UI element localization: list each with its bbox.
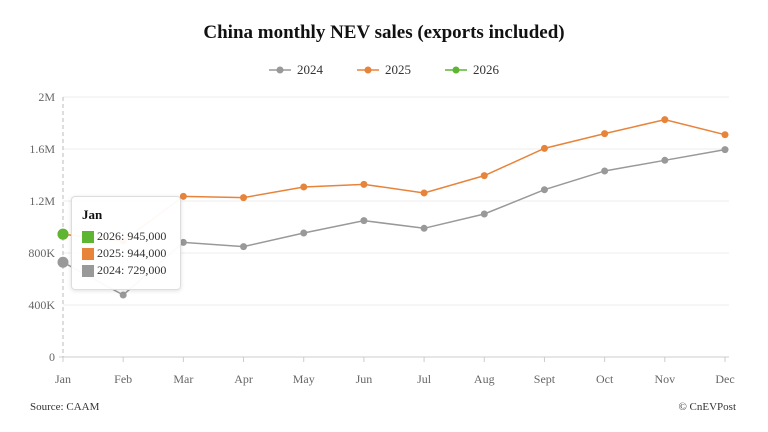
data-point-2025 — [360, 180, 368, 188]
legend-item-2025[interactable]: 2025 — [357, 62, 411, 78]
data-point-2024 — [480, 210, 488, 218]
data-point-2024 — [540, 186, 548, 194]
data-point-2024 — [57, 256, 69, 268]
data-point-2024 — [601, 167, 609, 175]
data-point-2025 — [601, 130, 609, 138]
data-point-2025 — [661, 116, 669, 124]
x-tick-label: Apr — [234, 372, 253, 386]
tooltip-value: 2025: 944,000 — [97, 246, 167, 260]
y-tick-label: 400K — [28, 298, 55, 312]
chart-title: China monthly NEV sales (exports include… — [203, 22, 565, 43]
tooltip-row: 2026: 945,000 — [82, 228, 170, 245]
legend-label: 2024 — [297, 62, 323, 77]
tooltip-value: 2026: 945,000 — [97, 229, 167, 243]
x-tick-label: Jun — [356, 372, 373, 386]
x-tick-label: Mar — [173, 372, 193, 386]
x-tick-label: Jan — [55, 372, 71, 386]
legend-item-2024[interactable]: 2024 — [269, 62, 323, 78]
legend: 2024 2025 2026 — [0, 62, 768, 78]
data-point-2025 — [480, 172, 488, 180]
data-point-2024 — [179, 238, 187, 246]
data-point-2024 — [300, 229, 308, 237]
data-point-2025 — [300, 183, 308, 191]
legend-label: 2026 — [473, 62, 499, 77]
x-tick-label: May — [293, 372, 315, 386]
legend-marker-icon — [445, 66, 467, 74]
tooltip-swatch — [82, 264, 94, 277]
data-point-2024 — [360, 217, 368, 225]
legend-label: 2025 — [385, 62, 411, 77]
x-tick-label: Oct — [596, 372, 614, 386]
data-point-2025 — [179, 192, 187, 200]
data-point-2025 — [420, 189, 428, 197]
data-point-2024 — [420, 224, 428, 232]
tooltip-value: 2024: 729,000 — [97, 263, 167, 277]
y-tick-label: 800K — [28, 246, 55, 260]
data-point-2025 — [721, 131, 729, 139]
data-point-2024 — [240, 243, 248, 251]
y-tick-label: 0 — [49, 350, 55, 364]
x-tick-label: Sept — [534, 372, 556, 386]
source-note: Source: CAAM — [30, 401, 100, 413]
data-point-2025 — [240, 194, 248, 202]
x-tick-label: Jul — [417, 372, 432, 386]
y-tick-label: 1.2M — [29, 194, 55, 208]
x-tick-label: Dec — [715, 372, 734, 386]
tooltip-header: Jan — [82, 207, 103, 222]
tooltip-row: 2024: 729,000 — [82, 262, 170, 279]
tooltip-swatch — [82, 230, 94, 243]
x-tick-label: Nov — [654, 372, 675, 386]
x-tick-label: Aug — [474, 372, 495, 386]
data-point-2024 — [661, 156, 669, 164]
tooltip: Jan 2026: 945,000 2025: 944,000 2024: 729,… — [71, 196, 181, 290]
legend-marker-icon — [269, 66, 291, 74]
tooltip-row: 2025: 944,000 — [82, 245, 170, 262]
x-tick-label: Feb — [114, 372, 132, 386]
tooltip-swatch — [82, 247, 94, 260]
data-point-2024 — [721, 146, 729, 154]
legend-item-2026[interactable]: 2026 — [445, 62, 499, 78]
legend-marker-icon — [357, 66, 379, 74]
data-point-2024 — [119, 291, 127, 299]
data-point-2025 — [540, 144, 548, 152]
credit-note: © CnEVPost — [678, 401, 736, 413]
data-point-2026 — [57, 228, 69, 240]
y-tick-label: 1.6M — [29, 142, 55, 156]
y-tick-label: 2M — [38, 90, 55, 104]
